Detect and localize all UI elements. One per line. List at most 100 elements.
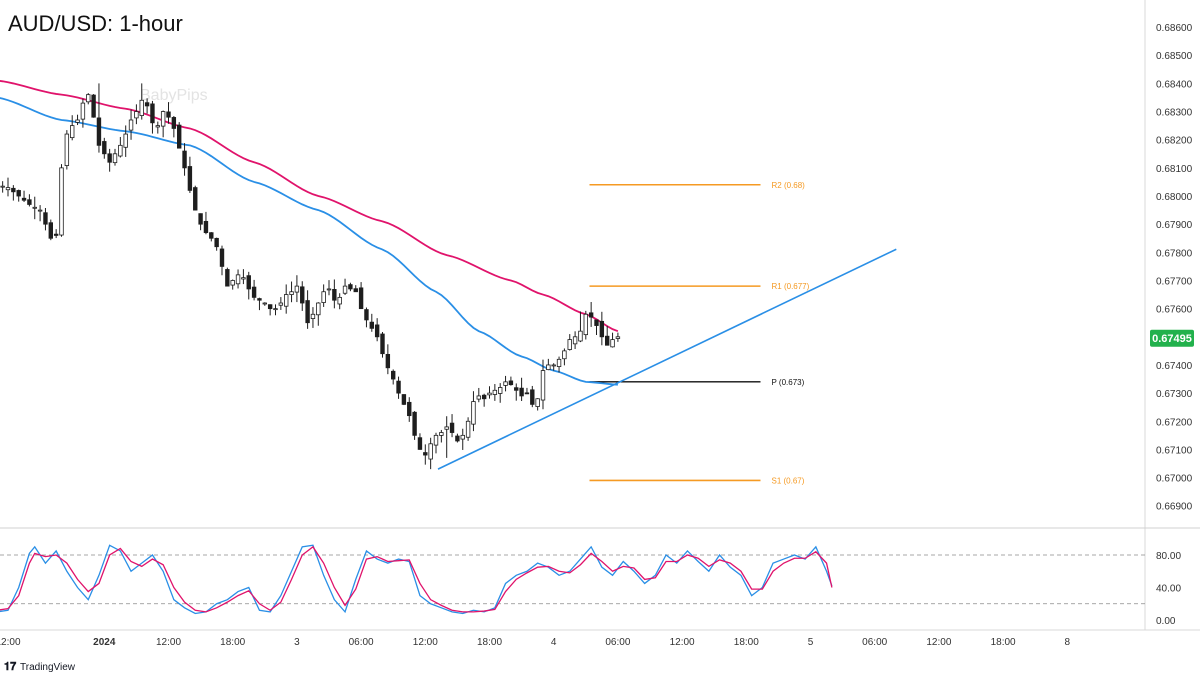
candle-body-bearish xyxy=(348,284,353,290)
candle-body-bullish xyxy=(540,370,546,401)
time-tick-label: 18:00 xyxy=(477,637,502,648)
candle-body-bullish xyxy=(32,206,37,209)
candle-body-bullish xyxy=(444,426,449,430)
price-tick-label: 0.67100 xyxy=(1156,445,1193,456)
candle-body-bullish xyxy=(551,364,556,367)
candle-body-bearish xyxy=(107,153,112,163)
time-axis: 12:00 2024 12:00 18:00 3 06:00 12:00 18:00 4 06:0… xyxy=(0,637,1071,648)
candle-body-bullish xyxy=(342,285,348,294)
ma-long-line xyxy=(0,80,619,333)
candle-body-bullish xyxy=(546,364,551,371)
price-tick-label: 0.67200 xyxy=(1156,417,1193,428)
time-tick-label: 18:00 xyxy=(220,637,245,648)
candle-body-bullish xyxy=(465,420,471,438)
time-tick-label: 5 xyxy=(808,637,814,648)
candle-body-bullish xyxy=(556,358,562,367)
price-tick-label: 0.66900 xyxy=(1156,502,1193,513)
tradingview-brand-label: TradingView xyxy=(20,662,76,673)
price-tick-label: 0.67700 xyxy=(1156,276,1193,287)
candle-body-bearish xyxy=(519,387,524,397)
candle-body-bearish xyxy=(96,117,102,146)
stochastic-d-line xyxy=(0,545,833,613)
time-tick-label: 18:00 xyxy=(734,637,759,648)
candle-body-bearish xyxy=(11,187,16,193)
candle-body-bullish xyxy=(497,387,503,394)
candle-body-bullish xyxy=(70,125,75,139)
time-tick-label: 12:00 xyxy=(413,637,438,648)
time-tick-label: 3 xyxy=(294,637,300,648)
candle-body-bearish xyxy=(396,380,401,394)
candle-body-bullish xyxy=(59,167,64,236)
candle-body-bearish xyxy=(246,275,251,290)
time-tick-label: 8 xyxy=(1065,637,1071,648)
candle-body-bullish xyxy=(487,392,492,396)
candle-body-bearish xyxy=(171,117,177,129)
candle-body-bearish xyxy=(401,394,407,405)
candle-body-bearish xyxy=(102,141,107,155)
candle-body-bullish xyxy=(316,302,321,316)
candle-body-bearish xyxy=(358,287,364,310)
candle-body-bearish xyxy=(594,319,599,326)
candle-body-bearish xyxy=(390,370,396,380)
candle-body-bullish xyxy=(428,443,433,460)
time-tick-label: 18:00 xyxy=(991,637,1016,648)
candle-body-bearish xyxy=(407,401,412,417)
pivot-level-label: P (0.673) xyxy=(772,378,805,387)
candle-body-bullish xyxy=(235,274,241,285)
price-tick-label: 0.68600 xyxy=(1156,23,1193,34)
price-tick-label: 0.67600 xyxy=(1156,305,1193,316)
candle-body-bearish xyxy=(225,269,230,287)
candle-body-bearish xyxy=(332,289,337,301)
pivot-level-label: S1 (0.67) xyxy=(772,476,805,485)
candle-body-bearish xyxy=(150,103,155,124)
chart-title: AUD/USD: 1-hour xyxy=(8,11,183,36)
last-price-label: 0.67495 xyxy=(1152,333,1192,345)
candle-body-bearish xyxy=(21,197,27,201)
pivot-level-label: R1 (0.677) xyxy=(772,282,810,291)
candles xyxy=(0,83,621,470)
candle-body-bearish xyxy=(203,220,209,234)
candle-body-bearish xyxy=(219,248,225,267)
candle-body-bullish xyxy=(278,302,284,306)
stochastic-k-line xyxy=(0,544,833,615)
candle-body-bearish xyxy=(300,286,305,304)
candle-body-bullish xyxy=(273,308,278,311)
candle-body-bullish xyxy=(139,99,144,116)
candle-body-bearish xyxy=(449,422,455,433)
price-tick-label: 0.67800 xyxy=(1156,248,1193,259)
candle-body-bullish xyxy=(80,102,86,120)
stochastic-levels xyxy=(0,554,1145,605)
candle-body-bullish xyxy=(615,336,621,339)
time-tick-label: 06:00 xyxy=(862,637,887,648)
time-tick-label: 4 xyxy=(551,637,557,648)
time-tick-label: 12:00 xyxy=(670,637,695,648)
time-tick-label: 06:00 xyxy=(605,637,630,648)
candle-body-bearish xyxy=(423,452,428,456)
time-tick-label: 2024 xyxy=(93,637,116,648)
candle-body-bearish xyxy=(176,124,182,149)
candle-body-bearish xyxy=(588,312,594,318)
candle-body-bearish xyxy=(27,199,32,205)
candle-body-bearish xyxy=(374,324,380,338)
price-tick-label: 0.68400 xyxy=(1156,79,1193,90)
price-tick-label: 0.68200 xyxy=(1156,136,1193,147)
candle-body-bullish xyxy=(433,434,439,446)
candle-body-bullish xyxy=(578,330,583,342)
candle-body-bearish xyxy=(193,187,198,211)
candle-body-bullish xyxy=(75,119,80,123)
price-tick-label: 0.68000 xyxy=(1156,192,1193,203)
candle-body-bullish xyxy=(460,434,465,440)
candle-body-bearish xyxy=(187,166,193,191)
candle-body-bearish xyxy=(251,286,257,298)
candle-body-bearish xyxy=(209,232,214,239)
trendline-layer xyxy=(437,248,897,470)
price-tick-label: 0.67000 xyxy=(1156,474,1193,485)
candle-body-bullish xyxy=(535,398,540,407)
candle-body-bullish xyxy=(572,336,578,345)
candle-body-bullish xyxy=(262,302,267,305)
candle-body-bullish xyxy=(160,111,166,127)
candle-body-bullish xyxy=(37,209,43,212)
candle-body-bullish xyxy=(476,395,481,400)
candle-body-bullish xyxy=(562,350,567,360)
